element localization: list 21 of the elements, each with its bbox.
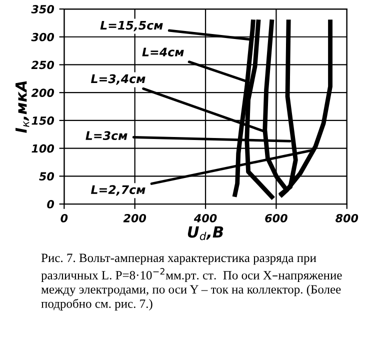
text: Рис. 7. Вольт-амперная характеристика разряда при различных L. P=8·10$^{−2}$мм.рт. ст. По оси X–напряжение между электродами, по оси Y – ток на коллектор. (Более подробно см. рис. 7.) xyxy=(41,254,342,310)
y-tick-label: 350 xyxy=(31,4,54,14)
x-tick-label: 400 xyxy=(194,214,217,222)
y-tick-label: 300 xyxy=(31,32,54,42)
y-tick-label: 100 xyxy=(32,144,54,153)
x-axis-title: U$_{d}$,B xyxy=(188,226,224,240)
text: L=3,4см xyxy=(90,74,146,85)
y-tick-label: 0 xyxy=(47,200,54,208)
text: L=15,5см xyxy=(100,20,163,32)
text: L=3см xyxy=(86,131,128,140)
text: L=4см xyxy=(142,48,184,56)
y-tick-label: 150 xyxy=(32,116,54,125)
text: L=2,7см xyxy=(90,185,146,196)
x-tick-label: 800 xyxy=(336,214,358,222)
x-tick-label: 0 xyxy=(60,214,68,222)
x-tick-label: 200 xyxy=(123,214,146,222)
x-tick-label: 600 xyxy=(265,214,288,222)
y-tick-label: 250 xyxy=(31,60,54,70)
y-tick-label: 50 xyxy=(39,172,54,181)
y-tick-label: 200 xyxy=(31,88,54,97)
y-axis-title: I$_{к}$,мкА xyxy=(16,81,30,133)
